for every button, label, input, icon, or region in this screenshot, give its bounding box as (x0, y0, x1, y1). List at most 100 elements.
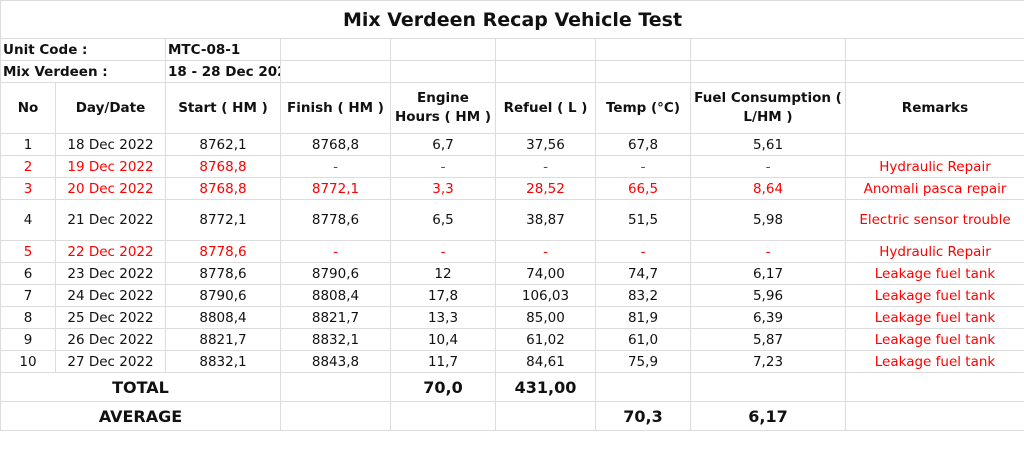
data-cell: 8790,6 (165, 284, 281, 307)
data-cell: 75,9 (595, 350, 691, 373)
data-cell: - (690, 155, 846, 178)
data-cell: 24 Dec 2022 (55, 284, 166, 307)
header-cell: Day/Date (55, 82, 166, 134)
remarks-cell: Leakage fuel tank (844, 284, 1024, 307)
empty-cell (844, 372, 1024, 402)
data-cell: 8778,6 (165, 240, 281, 263)
empty-cell (844, 60, 1024, 83)
table-body: Mix Verdeen Recap Vehicle Test Unit Code… (0, 0, 1024, 431)
remarks-cell: Leakage fuel tank (844, 350, 1024, 373)
data-cell: 19 Dec 2022 (55, 155, 166, 178)
header-row: No Day/Date Start ( HM ) Finish ( HM ) Engin… (0, 82, 1024, 134)
data-row: 4 21 Dec 2022 8772,1 8778,6 6,5 38,87 51,5 5,98… (0, 199, 1024, 241)
data-cell: - (280, 240, 391, 263)
average-value: 6,17 (690, 401, 846, 431)
total-row: TOTAL 70,0 431,00 (0, 372, 1024, 402)
data-cell: 11,7 (390, 350, 496, 373)
data-cell: 67,8 (595, 133, 691, 156)
data-cell: 6,39 (690, 306, 846, 329)
data-cell: 85,00 (495, 306, 596, 329)
data-cell: 8821,7 (165, 328, 281, 351)
data-cell: 7 (0, 284, 56, 307)
data-cell: 81,9 (595, 306, 691, 329)
info-row: Mix Verdeen :18 - 28 Dec 2022 (0, 60, 1024, 83)
data-cell: 7,23 (690, 350, 846, 373)
data-cell: 66,5 (595, 177, 691, 200)
header-cell: Engine Hours ( HM ) (390, 82, 496, 134)
data-row: 1 18 Dec 2022 8762,1 8768,8 6,7 37,56 67,8 5,61 (0, 133, 1024, 156)
data-cell: 8768,8 (280, 133, 391, 156)
data-cell: - (595, 155, 691, 178)
data-cell: 21 Dec 2022 (55, 199, 166, 241)
empty-cell (595, 372, 691, 402)
data-cell: 8768,8 (165, 177, 281, 200)
remarks-cell: Anomali pasca repair (844, 177, 1024, 200)
info-value: MTC-08-1 (165, 38, 281, 61)
header-cell: Temp (°C) (595, 82, 691, 134)
data-cell: 38,87 (495, 199, 596, 241)
data-cell: 5,87 (690, 328, 846, 351)
data-cell: 26 Dec 2022 (55, 328, 166, 351)
data-cell: 27 Dec 2022 (55, 350, 166, 373)
data-cell: 106,03 (495, 284, 596, 307)
data-cell: 3,3 (390, 177, 496, 200)
data-cell: 84,61 (495, 350, 596, 373)
data-cell: 3 (0, 177, 56, 200)
empty-cell (280, 60, 391, 83)
empty-cell (690, 372, 846, 402)
data-row: 8 25 Dec 2022 8808,4 8821,7 13,3 85,00 81,9 6,3… (0, 306, 1024, 329)
data-cell: - (495, 155, 596, 178)
data-cell: 8 (0, 306, 56, 329)
data-cell: 8843,8 (280, 350, 391, 373)
data-cell: 6 (0, 262, 56, 285)
header-cell: Fuel Consumption ( L/HM ) (690, 82, 846, 134)
data-cell: 1 (0, 133, 56, 156)
data-cell: 8762,1 (165, 133, 281, 156)
remarks-cell: Leakage fuel tank (844, 306, 1024, 329)
data-cell: 61,02 (495, 328, 596, 351)
empty-cell (690, 38, 846, 61)
average-value: 70,3 (595, 401, 691, 431)
empty-cell (390, 401, 496, 431)
empty-cell (844, 38, 1024, 61)
total-value: 431,00 (495, 372, 596, 402)
data-cell: - (390, 240, 496, 263)
info-value: 18 - 28 Dec 2022 (165, 60, 281, 83)
header-cell: Refuel ( L ) (495, 82, 596, 134)
total-value: 70,0 (390, 372, 496, 402)
data-cell: 6,17 (690, 262, 846, 285)
empty-cell (390, 38, 496, 61)
remarks-cell: Leakage fuel tank (844, 262, 1024, 285)
header-cell: Remarks (844, 82, 1024, 134)
data-cell: 4 (0, 199, 56, 241)
data-cell: 8772,1 (165, 199, 281, 241)
data-cell: 8832,1 (280, 328, 391, 351)
data-cell: 18 Dec 2022 (55, 133, 166, 156)
data-cell: 5 (0, 240, 56, 263)
empty-cell (280, 38, 391, 61)
data-cell: 28,52 (495, 177, 596, 200)
info-row: Unit Code : MTC-08-1 (0, 38, 1024, 61)
data-cell: 8768,8 (165, 155, 281, 178)
data-cell: 13,3 (390, 306, 496, 329)
data-row: 5 22 Dec 2022 8778,6- - - - - Hydraulic Repair (0, 240, 1024, 263)
data-cell: 12 (390, 262, 496, 285)
data-cell: 2 (0, 155, 56, 178)
data-cell: 20 Dec 2022 (55, 177, 166, 200)
remarks-cell (844, 133, 1024, 156)
data-cell: 10 (0, 350, 56, 373)
title: Mix Verdeen Recap Vehicle Test (0, 0, 1024, 39)
data-cell: 74,7 (595, 262, 691, 285)
data-cell: 25 Dec 2022 (55, 306, 166, 329)
data-cell: 51,5 (595, 199, 691, 241)
data-cell: - (280, 155, 391, 178)
average-label: AVERAGE (0, 401, 281, 431)
data-cell: 61,0 (595, 328, 691, 351)
title-row: Mix Verdeen Recap Vehicle Test (0, 0, 1024, 39)
data-cell: 83,2 (595, 284, 691, 307)
data-cell: 5,98 (690, 199, 846, 241)
empty-cell (495, 38, 596, 61)
data-row: 7 24 Dec 2022 8790,6 8808,4 17,8 106,03 83,2 5,… (0, 284, 1024, 307)
empty-cell (844, 401, 1024, 431)
data-row: 2 19 Dec 2022 8768,8- - - - - Hydraulic Repair (0, 155, 1024, 178)
